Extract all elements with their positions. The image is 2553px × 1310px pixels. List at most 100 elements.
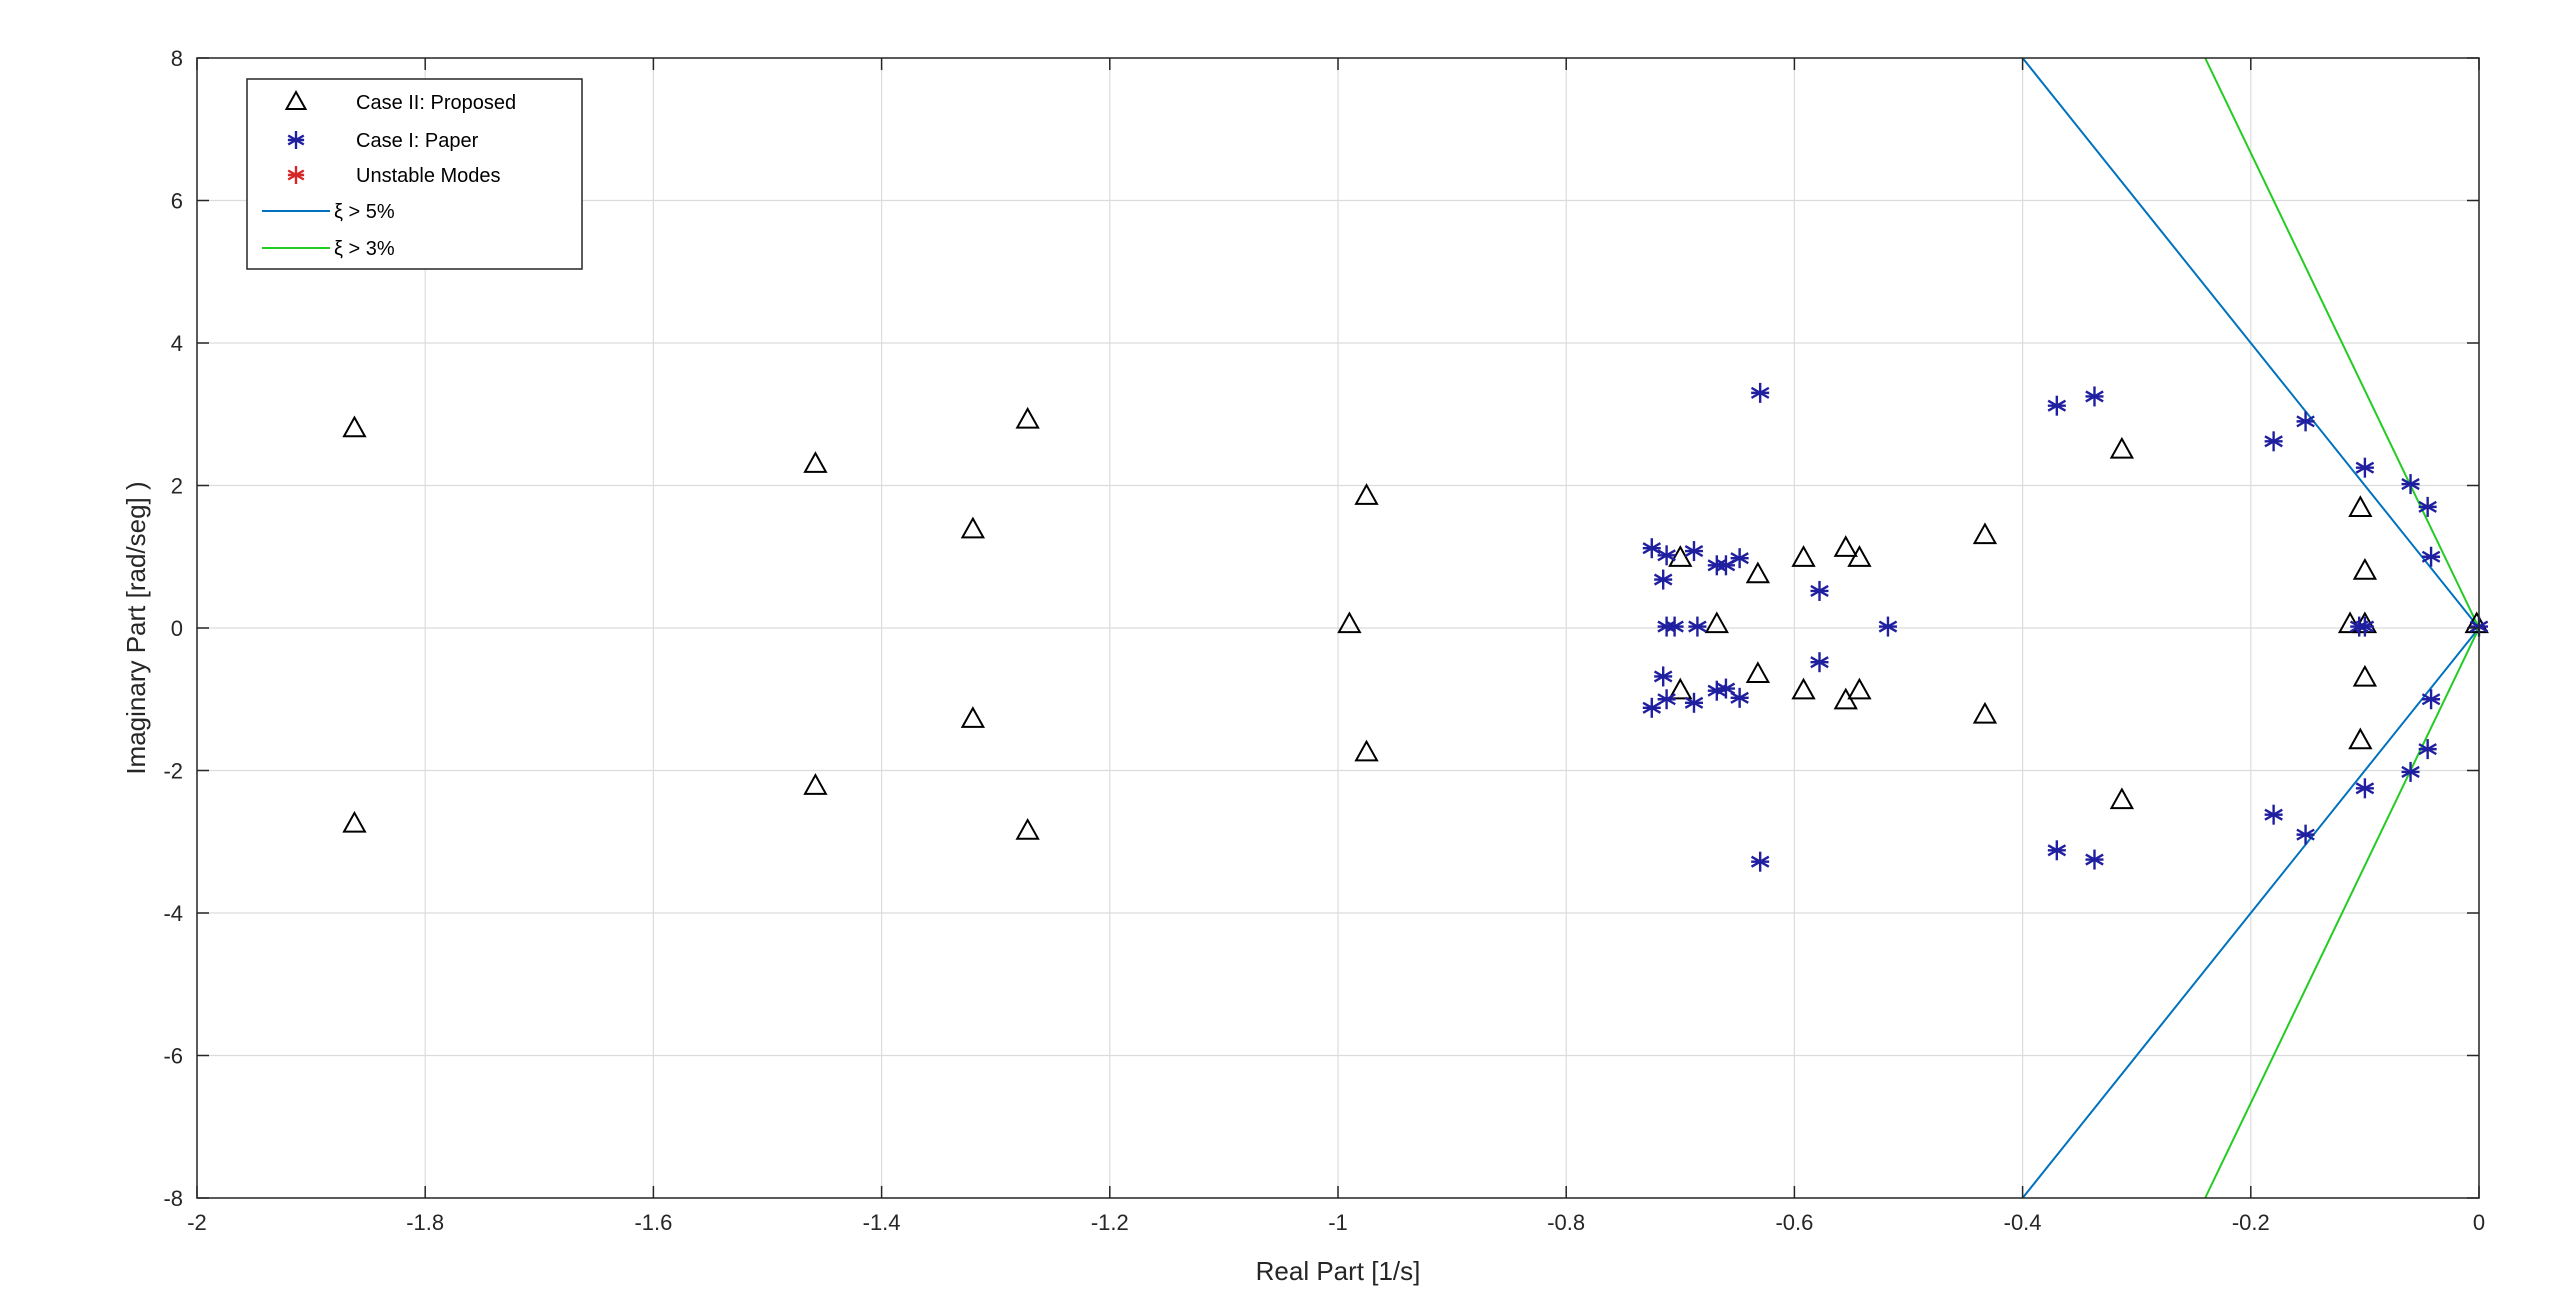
legend-label: ξ > 5%	[334, 201, 395, 223]
point-triangle	[960, 706, 986, 728]
point-asterisk	[2264, 431, 2283, 452]
y-tick-label: -8	[163, 1186, 183, 1211]
point-asterisk	[2349, 616, 2369, 637]
x-tick-label: -2	[187, 1210, 207, 1235]
point-triangle	[1354, 739, 1379, 762]
point-asterisk	[1810, 580, 1829, 601]
point-asterisk	[1684, 692, 1704, 713]
point-triangle	[2352, 557, 2378, 580]
x-tick-label: -1.8	[406, 1210, 444, 1235]
legend-items: Case II: Proposed Case I: Paper Unstable M…	[262, 89, 516, 260]
point-triangle	[1337, 611, 1362, 634]
point-asterisk	[2355, 457, 2375, 478]
point-asterisk	[1750, 851, 1770, 872]
y-tick-label: 4	[171, 331, 183, 356]
legend-swatch-triangle	[284, 89, 308, 110]
x-tick-label: -1.4	[863, 1210, 901, 1235]
x-tick-label: -0.2	[2232, 1210, 2270, 1235]
point-triangle	[1745, 561, 1771, 584]
point-triangle	[803, 451, 828, 473]
point-triangle	[2348, 727, 2373, 750]
legend-label: ξ > 3%	[334, 238, 395, 260]
point-asterisk	[2355, 778, 2375, 799]
point-triangle	[2352, 664, 2378, 687]
legend-label: Case I: Paper	[356, 130, 479, 152]
point-asterisk	[1750, 382, 1770, 403]
point-asterisk	[2296, 824, 2315, 845]
damping-line	[2021, 627, 2480, 1199]
point-triangle	[960, 516, 986, 539]
point-asterisk	[1730, 687, 1749, 708]
point-triangle	[1972, 522, 1998, 545]
point-triangle	[1847, 545, 1872, 567]
point-triangle	[1791, 545, 1816, 567]
y-tick-label: 0	[171, 616, 183, 641]
point-triangle	[1015, 406, 1040, 429]
point-asterisk	[2421, 689, 2441, 710]
legend-label: Unstable Modes	[356, 165, 501, 187]
point-asterisk	[2418, 496, 2437, 517]
legend: Case II: Proposed Case I: Paper Unstable M…	[246, 78, 583, 270]
x-tick-label: 0	[2473, 1210, 2485, 1235]
point-asterisk	[1653, 569, 1673, 590]
point-asterisk	[2264, 804, 2283, 825]
x-tick-label: -1.6	[634, 1210, 672, 1235]
x-axis-title: Real Part [1/s]	[1256, 1256, 1421, 1286]
point-asterisk	[1657, 545, 1676, 566]
point-asterisk	[2047, 840, 2067, 861]
point-triangle	[1015, 818, 1040, 840]
damping-lines	[2021, 57, 2480, 1199]
point-triangle	[1668, 677, 1693, 700]
point-triangle	[2348, 495, 2373, 517]
point-triangle	[2109, 436, 2135, 459]
x-tick-label: -1	[1328, 1210, 1348, 1235]
y-tick-label: 2	[171, 474, 183, 499]
point-triangle	[342, 810, 367, 833]
y-tick-label: -2	[163, 759, 183, 784]
point-asterisk	[1642, 697, 1662, 718]
point-triangle	[2337, 611, 2363, 634]
point-asterisk	[2418, 739, 2437, 760]
point-asterisk	[2421, 546, 2441, 567]
point-asterisk	[1665, 616, 1684, 637]
point-asterisk	[2085, 849, 2104, 870]
damping-line	[2021, 57, 2480, 629]
point-asterisk	[1684, 541, 1704, 562]
x-tick-label: -1.2	[1091, 1210, 1129, 1235]
damping-line	[2204, 57, 2480, 629]
point-asterisk	[2401, 474, 2420, 495]
point-triangle	[803, 773, 828, 795]
point-asterisk	[1688, 616, 1707, 637]
point-triangle	[1972, 701, 1998, 724]
point-asterisk	[1653, 666, 1673, 687]
point-asterisk	[1642, 538, 1662, 559]
point-triangle	[1791, 677, 1816, 700]
point-triangle	[1833, 535, 1858, 557]
point-asterisk	[1657, 689, 1676, 710]
point-triangle	[1704, 611, 1729, 634]
point-asterisk	[2401, 761, 2420, 782]
point-triangle	[1354, 483, 1379, 505]
point-triangle	[2109, 787, 2135, 810]
damping-line	[2204, 627, 2480, 1199]
point-asterisk	[1878, 616, 1898, 637]
point-asterisk	[2047, 395, 2067, 416]
legend-swatch-asterisk	[287, 131, 305, 149]
y-tick-label: -4	[163, 901, 183, 926]
legend-label: Case II: Proposed	[356, 92, 516, 114]
legend-swatch-asterisk	[287, 166, 305, 184]
point-asterisk	[1810, 652, 1829, 673]
x-tick-label: -0.6	[1775, 1210, 1813, 1235]
point-triangle	[1745, 661, 1771, 684]
point-asterisk	[2296, 411, 2315, 432]
y-tick-label: -6	[163, 1044, 183, 1069]
axis-ticks: -2 -1.8 -1.6 -1.4 -1.2 -1 -0.8 -0.6 -0.4 -0.2 0-8-…	[163, 46, 2485, 1235]
point-asterisk	[2085, 386, 2104, 407]
y-tick-label: 6	[171, 189, 183, 214]
y-axis-title: Imaginary Part [rad/seg] )	[121, 481, 151, 774]
x-tick-label: -0.8	[1547, 1210, 1585, 1235]
point-triangle	[1847, 677, 1872, 700]
x-tick-label: -0.4	[2004, 1210, 2042, 1235]
y-tick-label: 8	[171, 46, 183, 71]
